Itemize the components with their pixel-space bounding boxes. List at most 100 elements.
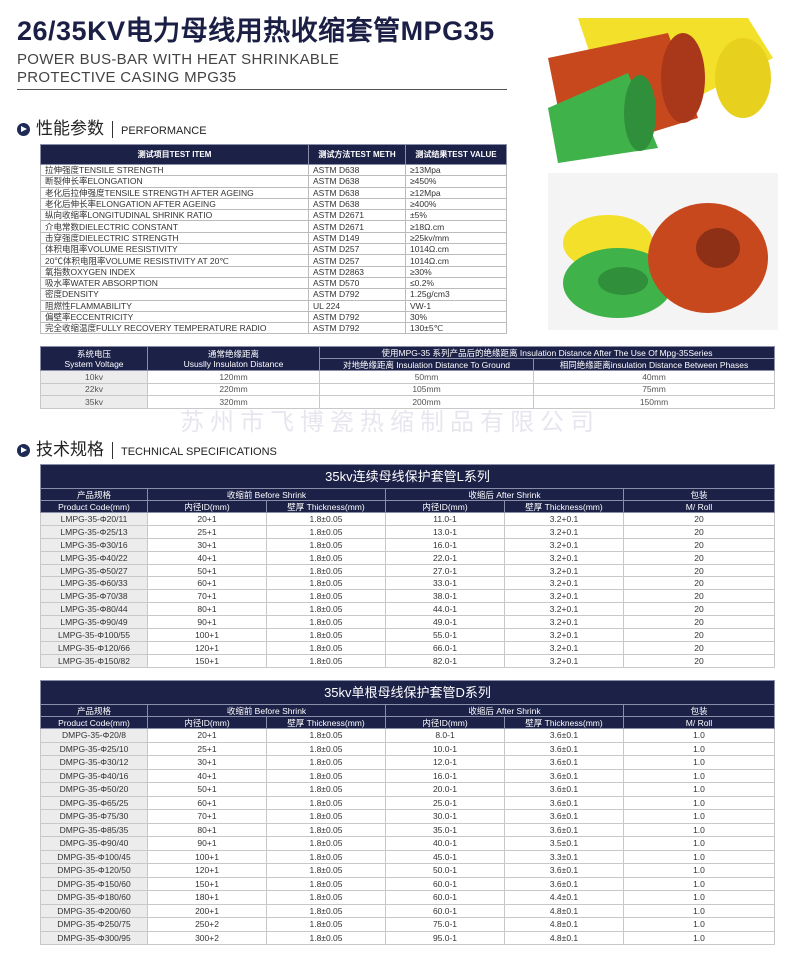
test-method: ASTM D2863 bbox=[308, 265, 406, 278]
before-id: 60+1 bbox=[147, 576, 267, 591]
meters-per-roll: 1.0 bbox=[623, 755, 775, 770]
after-thickness: 3.6±0.1 bbox=[504, 809, 624, 824]
insulation-table: 系统电压 System Voltage 通常绝缘距离 Ususlly Insulat… bbox=[40, 346, 775, 409]
before-thickness: 1.8±0.05 bbox=[266, 822, 386, 837]
after-thickness: 3.2+0.1 bbox=[504, 576, 624, 591]
test-value: 130±5℃ bbox=[405, 322, 507, 335]
col-test-item: 测试项目TEST ITEM bbox=[40, 144, 309, 165]
test-item: 拉伸强度TENSILE STRENGTH bbox=[40, 163, 309, 177]
product-code: LMPG-35-Φ30/16 bbox=[40, 537, 148, 552]
product-code: LMPG-35-Φ50/27 bbox=[40, 563, 148, 578]
after-id: 66.0-1 bbox=[385, 640, 505, 655]
before-thickness: 1.8±0.05 bbox=[266, 563, 386, 578]
col-before-id: 内径ID(mm) bbox=[147, 500, 267, 513]
after-thickness: 3.5±0.1 bbox=[504, 836, 624, 851]
col-group-after-use: 使用MPG-35 系列产品后的绝缘距离 Insulation Distance … bbox=[319, 346, 775, 359]
heading-cn: 技术规格 bbox=[36, 440, 104, 459]
before-thickness: 1.8±0.05 bbox=[266, 653, 386, 668]
test-value: 1014Ω.cm bbox=[405, 254, 507, 267]
col-before-id: 内径ID(mm) bbox=[147, 716, 267, 729]
test-method: ASTM D792 bbox=[308, 310, 406, 324]
test-item: 吸水率WATER ABSORPTION bbox=[40, 276, 309, 290]
after-thickness: 4.8±0.1 bbox=[504, 930, 624, 945]
table-row: 吸水率WATER ABSORPTION ASTM D570 ≤0.2% bbox=[40, 276, 507, 290]
test-item: 完全收缩温度FULLY RECOVERY TEMPERATURE RADIO bbox=[40, 322, 309, 335]
after-id: 60.0-1 bbox=[385, 890, 505, 905]
after-thickness: 4.4±0.1 bbox=[504, 890, 624, 905]
before-id: 150+1 bbox=[147, 653, 267, 668]
before-thickness: 1.8±0.05 bbox=[266, 728, 386, 743]
product-photo-tubes bbox=[548, 18, 778, 163]
table-row: 老化后拉伸强度TENSILE STRENGTH AFTER AGEING ASTM… bbox=[40, 186, 507, 199]
col-code-en: Product Code(mm) bbox=[40, 716, 148, 729]
test-value: ≥30% bbox=[405, 265, 507, 278]
col-before-shrink: 收缩前 Before Shrink bbox=[147, 704, 386, 717]
after-id: 30.0-1 bbox=[385, 809, 505, 824]
test-method: ASTM D149 bbox=[308, 231, 406, 245]
test-method: ASTM D2671 bbox=[308, 209, 406, 222]
table-row: DMPG-35-Φ200/60 200+1 1.8±0.05 60.0-1 4.8±0.… bbox=[40, 903, 775, 918]
product-code: DMPG-35-Φ100/45 bbox=[40, 849, 148, 864]
before-thickness: 1.8±0.05 bbox=[266, 640, 386, 655]
table-row: DMPG-35-Φ100/45 100+1 1.8±0.05 45.0-1 3.3±0.… bbox=[40, 849, 775, 864]
before-id: 20+1 bbox=[147, 728, 267, 743]
table-row: 断裂伸长率ELONGATION ASTM D638 ≥450% bbox=[40, 175, 507, 188]
table-row: DMPG-35-Φ20/8 20+1 1.8±0.05 8.0-1 3.6±0.1 1.0 bbox=[40, 728, 775, 743]
l-series-table: 35kv连续母线保护套管L系列 产品规格 收缩前 Before Shrink 收… bbox=[40, 464, 775, 668]
table-row: DMPG-35-Φ250/75 250+2 1.8±0.05 75.0-1 4.8±0.… bbox=[40, 917, 775, 932]
after-id: 11.0-1 bbox=[385, 512, 505, 526]
after-thickness: 3.2+0.1 bbox=[504, 550, 624, 565]
heading-cn: 性能参数 bbox=[36, 119, 104, 138]
before-id: 120+1 bbox=[147, 640, 267, 655]
before-thickness: 1.8±0.05 bbox=[266, 741, 386, 756]
after-thickness: 3.6±0.1 bbox=[504, 863, 624, 878]
performance-heading: 性能参数 PERFORMANCE bbox=[17, 119, 207, 139]
col-pack-cn: 包装 bbox=[623, 488, 775, 501]
test-item: 氧指数OXYGEN INDEX bbox=[40, 265, 309, 278]
after-thickness: 3.2+0.1 bbox=[504, 537, 624, 552]
before-id: 90+1 bbox=[147, 615, 267, 630]
before-thickness: 1.8±0.05 bbox=[266, 876, 386, 891]
table-row: LMPG-35-Φ90/49 90+1 1.8±0.05 49.0-1 3.2+0.1 2… bbox=[40, 615, 775, 630]
before-id: 80+1 bbox=[147, 822, 267, 837]
test-value: ≥13Mpa bbox=[405, 163, 507, 177]
before-id: 25+1 bbox=[147, 524, 267, 539]
test-value: ≥400% bbox=[405, 197, 507, 211]
meters-per-roll: 1.0 bbox=[623, 836, 775, 851]
after-thickness: 3.2+0.1 bbox=[504, 524, 624, 539]
after-id: 60.0-1 bbox=[385, 903, 505, 918]
meters-per-roll: 1.0 bbox=[623, 917, 775, 932]
table-row: LMPG-35-Φ120/66 120+1 1.8±0.05 66.0-1 3.2+0.… bbox=[40, 640, 775, 655]
before-thickness: 1.8±0.05 bbox=[266, 795, 386, 810]
test-item: 密度DENSITY bbox=[40, 288, 309, 301]
after-thickness: 3.2+0.1 bbox=[504, 589, 624, 604]
table-row: DMPG-35-Φ40/16 40+1 1.8±0.05 16.0-1 3.6±0.1 1… bbox=[40, 768, 775, 783]
product-code: LMPG-35-Φ70/38 bbox=[40, 589, 148, 604]
before-thickness: 1.8±0.05 bbox=[266, 589, 386, 604]
after-id: 10.0-1 bbox=[385, 741, 505, 756]
col-pack-en: M/ Roll bbox=[623, 500, 775, 513]
test-value: VW-1 bbox=[405, 299, 507, 312]
before-id: 70+1 bbox=[147, 809, 267, 824]
col-pack-en: M/ Roll bbox=[623, 716, 775, 729]
after-id: 8.0-1 bbox=[385, 728, 505, 743]
product-code: DMPG-35-Φ50/20 bbox=[40, 782, 148, 797]
after-id: 82.0-1 bbox=[385, 653, 505, 668]
meters-per-roll: 1.0 bbox=[623, 903, 775, 918]
before-id: 120+1 bbox=[147, 863, 267, 878]
before-thickness: 1.8±0.05 bbox=[266, 755, 386, 770]
col-system-voltage: 系统电压 System Voltage bbox=[40, 346, 148, 371]
test-value: ≥25kv/mm bbox=[405, 231, 507, 245]
after-id: 44.0-1 bbox=[385, 602, 505, 617]
col-after-shrink: 收缩后 After Shrink bbox=[385, 488, 624, 501]
table-row: 35kv 320mm 200mm 150mm bbox=[40, 395, 775, 409]
before-id: 20+1 bbox=[147, 512, 267, 526]
table-row: 密度DENSITY ASTM D792 1.25g/cm3 bbox=[40, 288, 507, 301]
before-id: 25+1 bbox=[147, 741, 267, 756]
product-code: DMPG-35-Φ90/40 bbox=[40, 836, 148, 851]
before-id: 40+1 bbox=[147, 550, 267, 565]
before-id: 300+2 bbox=[147, 930, 267, 945]
meters-per-roll: 20 bbox=[623, 589, 775, 604]
table-row: 拉伸强度TENSILE STRENGTH ASTM D638 ≥13Mpa bbox=[40, 163, 507, 177]
before-thickness: 1.8±0.05 bbox=[266, 615, 386, 630]
